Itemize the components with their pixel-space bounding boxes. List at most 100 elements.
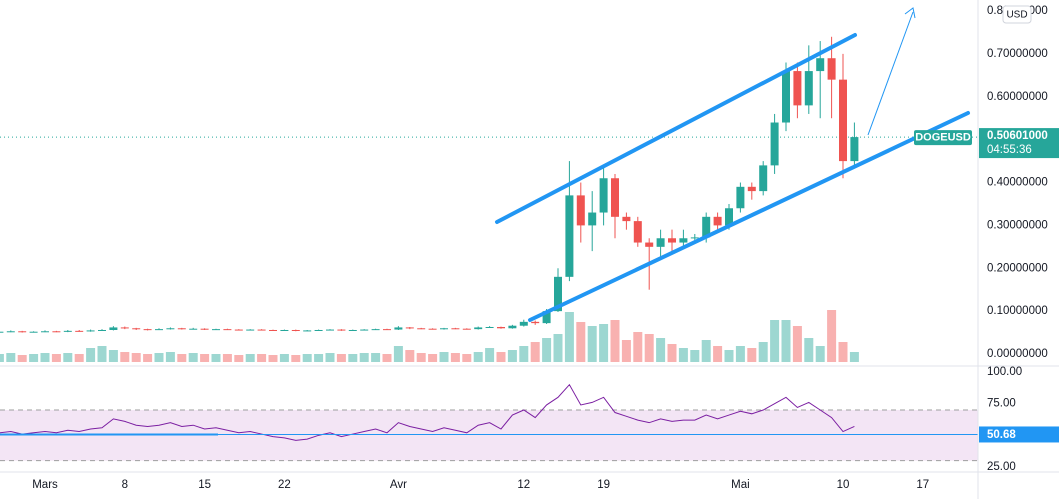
y-tick-label: 0.20000000 [987,262,1048,274]
arrow-head [904,7,916,19]
volume-bar [405,350,415,362]
volume-bar [291,355,301,362]
x-tick-label: 17 [916,479,929,491]
candle-body [18,331,27,333]
volume-bar [325,353,335,362]
volume-bar [815,346,825,362]
volume-bar [485,348,495,362]
x-tick-label: 10 [837,479,850,491]
volume-bar [200,354,210,362]
candle-body [440,328,448,330]
candle-body [565,195,574,277]
x-tick-label: 8 [122,479,128,491]
candle-body [542,311,551,324]
x-tick-label: Mars [32,479,58,491]
volume-bar [17,355,27,362]
candle-body [234,329,243,331]
candle-body [348,329,357,331]
price-box [979,128,1059,159]
candle-body [679,238,688,243]
candle-body [143,329,152,331]
volume-bar [371,353,381,362]
candle-body [850,137,859,162]
candle-body [725,208,733,226]
candle-body [360,329,369,331]
volume-bar [792,326,802,362]
volume-bar [40,353,50,362]
candle-body [747,186,756,192]
volume-bar [188,353,198,362]
candle-body [337,329,346,331]
candle-body [633,221,642,243]
volume-bar [86,348,96,362]
volume-bar [667,344,677,362]
x-tick-label: 12 [517,479,530,491]
volume-bar [621,340,631,362]
volume-bar [359,353,369,362]
volume-bar [120,352,130,362]
volume-bar [51,354,61,362]
symbol-box [914,130,972,146]
candle-body [303,330,312,332]
candle-body [177,328,186,330]
volume-bar [177,354,187,362]
x-tick-label: 22 [278,479,291,491]
volume-bar [678,348,688,362]
candle-body [189,328,198,330]
volume-bar [462,354,472,362]
candle-body [52,331,61,333]
volume-bar [770,320,780,362]
candle-body [314,329,323,331]
rsi-line [0,383,855,441]
candle-body [804,71,813,106]
candle-body [155,329,163,331]
candle-body [6,331,15,333]
volume-bar [781,320,791,362]
candle-body [782,71,790,123]
candle-body [394,327,403,330]
volume-bar [735,346,745,362]
candle-body [0,331,4,333]
volume-bar [314,354,324,362]
volume-bar [0,354,4,362]
rsi-tick-label: 75.00 [987,398,1016,410]
rsi-ma-box [979,426,1059,443]
volume-bar [838,342,848,362]
candle-body [611,178,619,217]
symbol-label: DOGEUSD [915,131,971,143]
candle-body [371,329,380,331]
candle-body [827,58,836,80]
currency-box [1002,5,1032,24]
volume-bar [519,346,529,362]
candle-body [474,327,483,330]
volume-bar [257,354,267,362]
candle-body [839,79,847,162]
countdown-label: 04:55:36 [987,144,1032,156]
volume-bar [348,354,358,362]
y-tick-label: 0.40000000 [987,177,1048,189]
candle-body [576,195,585,226]
y-tick-label: 0.10000000 [987,305,1048,317]
volume-bar [724,350,734,362]
volume-bar [154,353,164,362]
channel-upper [495,33,857,224]
rsi-tick-label: 100.00 [987,366,1022,378]
arrow-line [867,11,914,136]
volume-bar [336,354,346,362]
candle-body [200,328,209,330]
candle-body [485,326,494,328]
volume-bar [450,353,460,362]
x-tick-label: 19 [597,479,610,491]
candle-body [588,212,597,226]
candle-body [63,330,72,332]
candle-body [508,325,517,329]
price-label: 0.50601000 [987,130,1048,142]
volume-bar [610,320,620,362]
volume-bar [633,332,643,362]
volume-bar [587,326,597,362]
candle-body [793,71,802,106]
x-tick-label: Avr [390,479,407,491]
candle-body [280,329,289,331]
volume-bar [507,350,517,362]
volume-bar [416,353,426,362]
